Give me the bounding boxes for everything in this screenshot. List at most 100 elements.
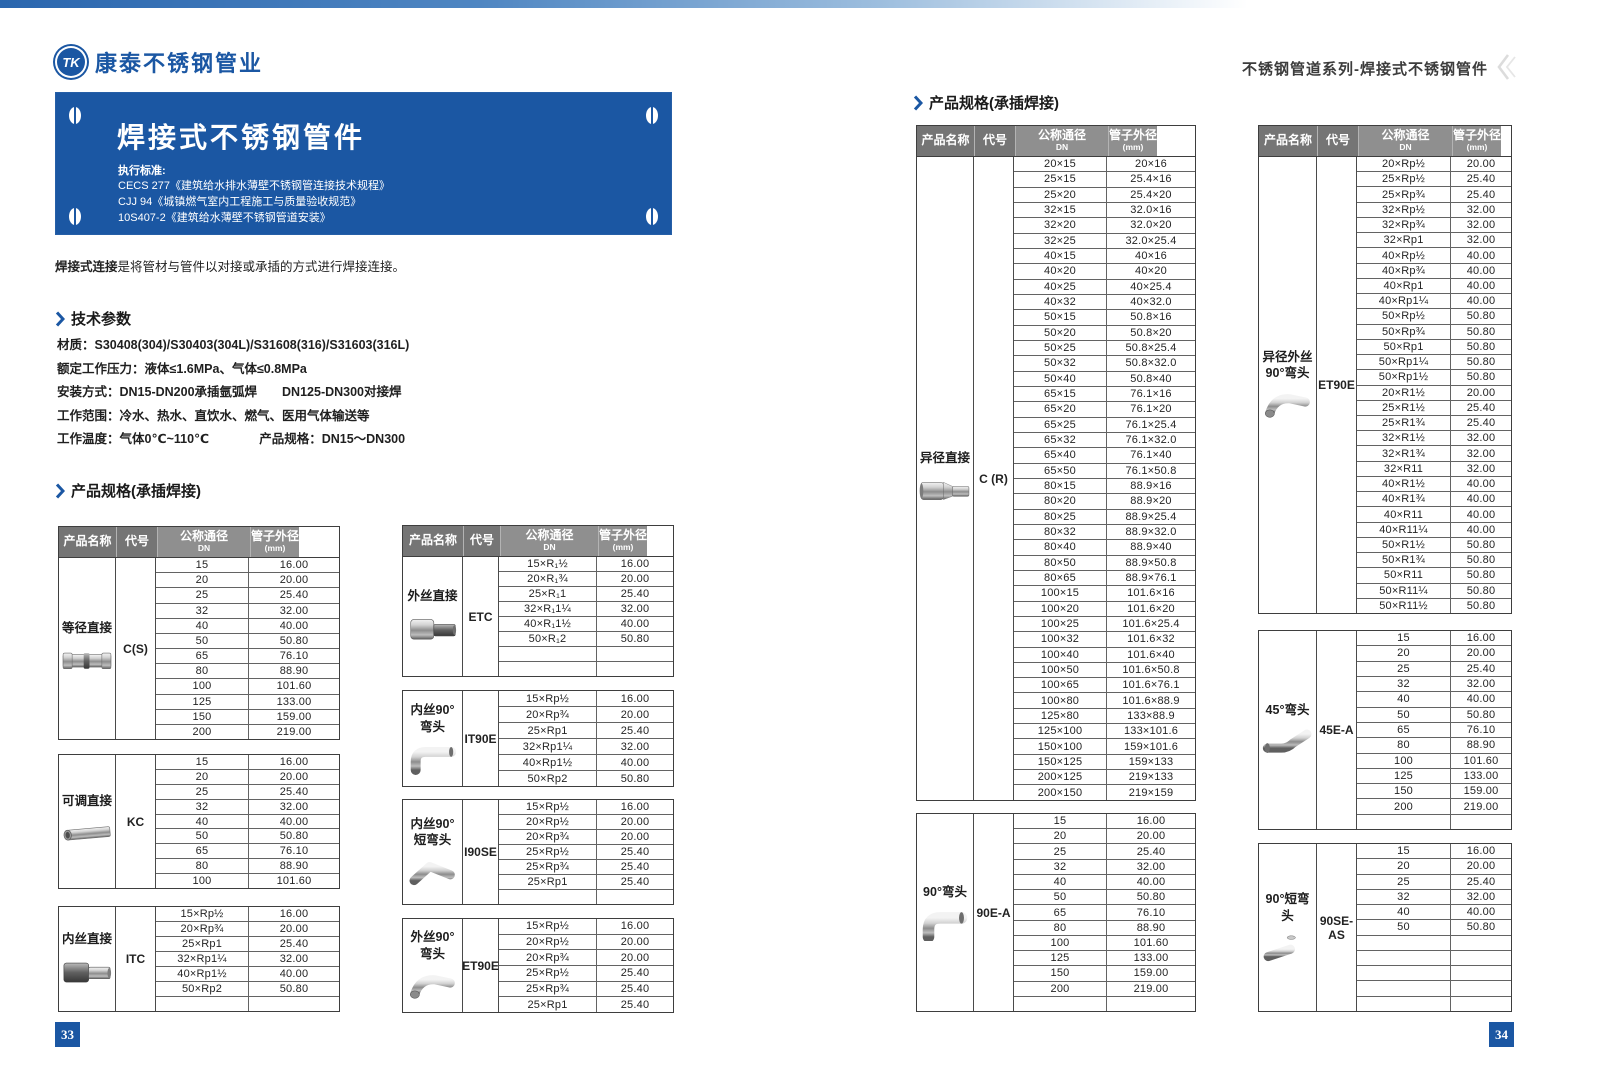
dn-value: 100×65 <box>1014 678 1107 693</box>
table-row: 100×65 101.6×76.1 <box>1014 678 1195 694</box>
table-row: 40×Rp1 40.00 <box>1357 278 1511 295</box>
dn-value: 100×25 <box>1014 616 1107 632</box>
col-header-dn-label: 公称通径 <box>1381 128 1430 143</box>
od-value: 133.00 <box>1463 769 1499 782</box>
table-row: 40×Rp1¼ 40.00 <box>1357 294 1511 310</box>
code-cell: IT90E <box>463 691 499 786</box>
table-row: 32 32.00 <box>1014 859 1195 875</box>
dn-value <box>1357 950 1451 966</box>
od-value: 20.00 <box>279 574 309 587</box>
table-row: 20 20.00 <box>1357 646 1511 662</box>
dn-value: 25×Rp¾ <box>499 860 597 874</box>
dn-value: 100×80 <box>1014 693 1107 708</box>
product-cell: 内丝90°短弯头 <box>403 800 463 904</box>
table-row: 25×Rp¾ 25.40 <box>499 860 673 875</box>
table-row: 80 88.90 <box>1014 920 1195 936</box>
table-row: 15 16.00 <box>1014 814 1195 830</box>
dn-value: 15 <box>1014 814 1107 829</box>
od-value: 50.80 <box>1466 340 1496 353</box>
dn-value: 32×Rp½ <box>1357 202 1451 217</box>
table-row: 40×R₁1½ 40.00 <box>499 617 673 632</box>
dn-value: 50×Rp2 <box>156 982 249 996</box>
od-value: 76.1×16 <box>1130 388 1172 401</box>
dn-value: 80×50 <box>1014 555 1107 570</box>
logo-monogram-icon: TK <box>55 46 87 78</box>
table-row <box>1357 966 1511 982</box>
od-value: 101.6×32 <box>1127 633 1175 646</box>
dn-value <box>499 647 597 661</box>
tech-param-line: 安装方式：DN15-DN200承插氩弧焊 DN125-DN300对接焊 <box>57 385 402 399</box>
dn-value: 32×R11 <box>1357 461 1451 476</box>
table-row: 40×Rp¾ 40.00 <box>1357 263 1511 279</box>
banner-corner-ornament-icon <box>646 208 658 225</box>
od-value: 32.00 <box>1466 203 1496 216</box>
col-header-dn-sub: DN <box>1399 142 1412 153</box>
table-row: 200 219.00 <box>1014 981 1195 997</box>
table-row: 100×15 101.6×16 <box>1014 586 1195 602</box>
od-value: 16.00 <box>1466 632 1496 645</box>
dn-value: 200 <box>1357 799 1451 814</box>
table-row: 50×R1¾ 50.80 <box>1357 553 1511 569</box>
product-name: 90°短弯头 <box>1265 892 1310 923</box>
dn-value: 25×R1¾ <box>1357 415 1451 431</box>
product-name: 异径直接 <box>919 451 970 466</box>
col-header-code: 代号 <box>975 126 1016 156</box>
table-row: 25×Rp½ 25.40 <box>1357 172 1511 188</box>
table-row: 40×R1½ 40.00 <box>1357 476 1511 493</box>
table-row: 15×Rp½ 16.00 <box>499 800 673 815</box>
table-row: 40×32 40×32.0 <box>1014 294 1195 311</box>
dn-value: 15 <box>1357 844 1451 859</box>
dn-value: 80×32 <box>1014 524 1107 540</box>
dn-value: 32×15 <box>1014 202 1107 218</box>
dn-value: 25 <box>1014 844 1107 859</box>
section-heading-specs-left: 产品规格(承插焊接) <box>55 480 201 501</box>
dn-value: 50 <box>1357 707 1451 722</box>
table-row: 25 25.40 <box>156 588 339 604</box>
table-row: 200×150 219×159 <box>1014 785 1195 800</box>
od-value: 101.6×40 <box>1127 648 1175 661</box>
od-value: 40.00 <box>1466 264 1496 277</box>
od-value: 25.40 <box>1466 188 1496 201</box>
dn-value: 65×25 <box>1014 417 1107 432</box>
product-cell: 90°弯头 <box>917 814 974 1011</box>
table-row: 50×R11 50.80 <box>1357 568 1511 584</box>
table-row: 125 133.00 <box>156 694 339 710</box>
od-value: 40×20 <box>1135 265 1167 278</box>
od-value: 25.40 <box>1466 173 1496 186</box>
od-value <box>1451 981 1511 995</box>
table-row: 32 32.00 <box>156 603 339 619</box>
section-heading-specs-right: 产品规格(承插焊接) <box>913 92 1059 113</box>
table-row: 40×R1¾ 40.00 <box>1357 492 1511 508</box>
od-value: 32.0×25.4 <box>1125 234 1177 247</box>
table-row: 200 219.00 <box>1357 799 1511 815</box>
table-row: 100×80 101.6×88.9 <box>1014 693 1195 709</box>
od-value: 25.40 <box>1466 417 1496 430</box>
dn-value <box>1357 935 1451 950</box>
table-row: 40×R11¼ 40.00 <box>1357 522 1511 538</box>
table-row: 50×R11¼ 50.80 <box>1357 583 1511 599</box>
od-value: 40.00 <box>1466 295 1496 308</box>
od-value: 25.40 <box>620 983 650 996</box>
table-row: 80×65 88.9×76.1 <box>1014 570 1195 587</box>
table-row: 80 88.90 <box>1357 738 1511 754</box>
table-row: 25×Rp½ 25.40 <box>499 845 673 860</box>
standards-list: CECS 277《建筑给水排水薄壁不锈钢管连接技术规程》 CJJ 94《城镇燃气室… <box>118 178 390 226</box>
dn-value: 32×Rp1¼ <box>499 739 597 754</box>
table-row: 50 50.80 <box>1357 920 1511 936</box>
od-value: 25.40 <box>1466 401 1496 414</box>
od-value <box>1451 951 1511 965</box>
dn-value: 20×15 <box>1014 157 1107 172</box>
col-header-product: 产品名称 <box>1259 126 1318 156</box>
od-value <box>597 662 673 676</box>
od-value: 50.80 <box>1466 310 1496 323</box>
od-value: 133.00 <box>276 695 312 708</box>
table-row: 15 16.00 <box>156 558 339 574</box>
dn-value: 50×15 <box>1014 310 1107 325</box>
table-row: 32×R1¾ 32.00 <box>1357 446 1511 462</box>
male-coupling-photo <box>409 618 456 640</box>
dn-value: 50×Rp¾ <box>1357 324 1451 339</box>
table-row: 20×15 20×16 <box>1014 157 1195 173</box>
table-row: 50×R11½ 50.80 <box>1357 598 1511 614</box>
table-row: 25 25.40 <box>1357 874 1511 890</box>
table-row: 50 50.80 <box>1357 707 1511 723</box>
